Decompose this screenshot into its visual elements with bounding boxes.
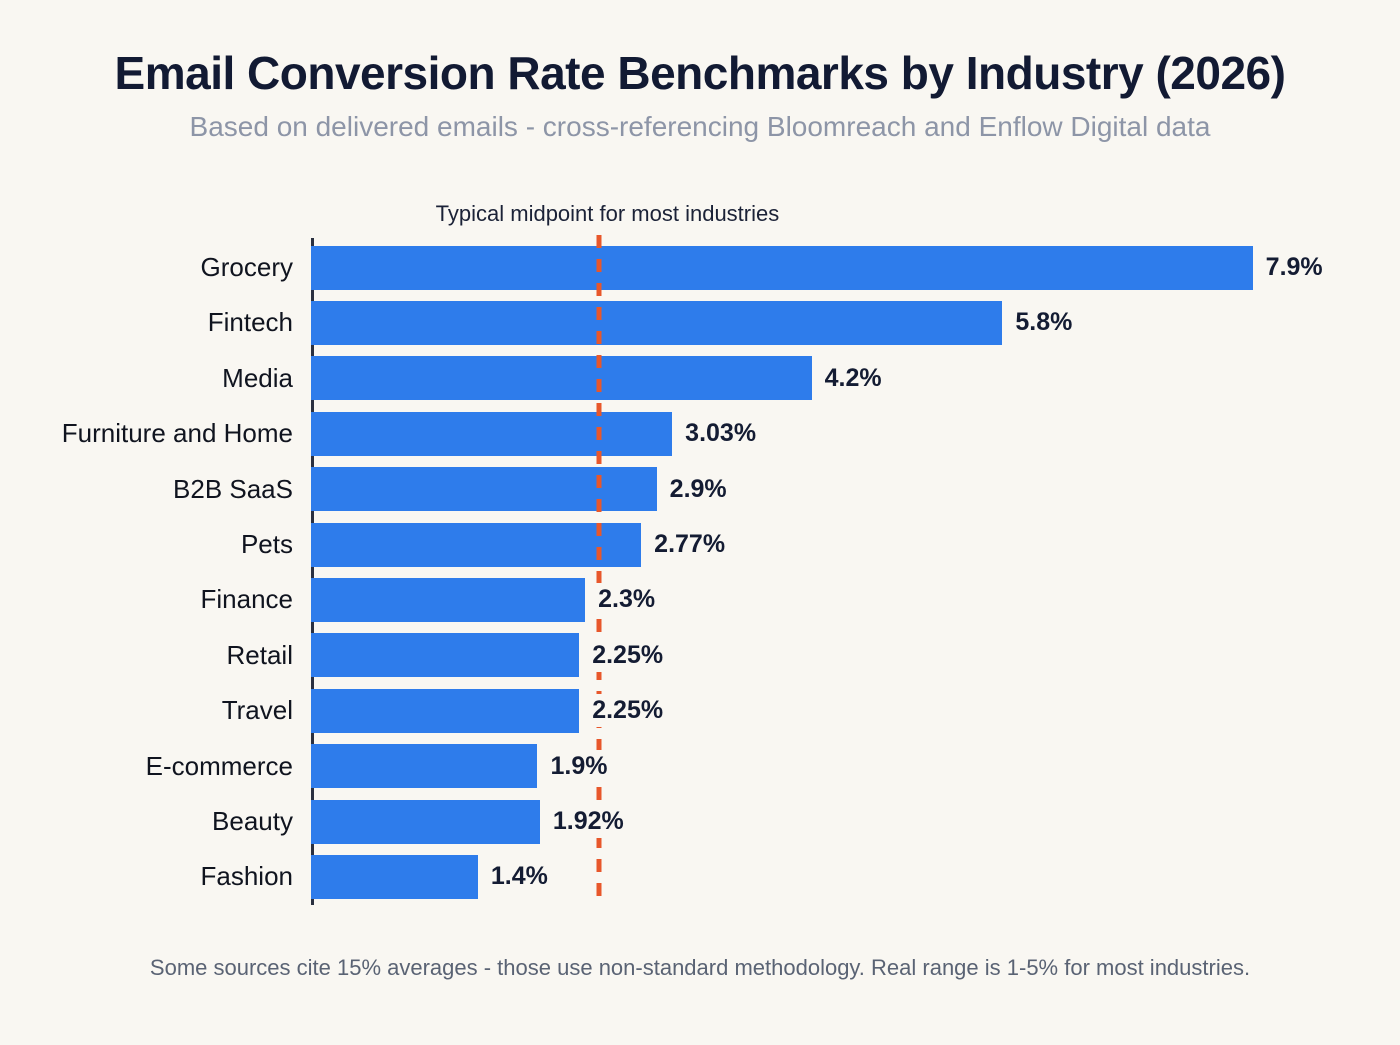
bar-row: Fintech 5.8% — [0, 300, 1400, 345]
bar — [311, 744, 538, 789]
category-label: Beauty — [212, 806, 293, 836]
chart-plot: Grocery 7.9% Fintech 5.8% Media 4.2% Fur… — [0, 234, 1400, 907]
bar-row: Pets 2.77% — [0, 522, 1400, 567]
bar-row: Furniture and Home 3.03% — [0, 411, 1400, 456]
bar-row: Media 4.2% — [0, 356, 1400, 401]
value-label: 2.25% — [589, 694, 667, 728]
value-label: 1.4% — [487, 860, 551, 894]
bar — [311, 245, 1253, 290]
category-label: Travel — [221, 695, 293, 726]
bar-row: Retail 2.25% — [0, 633, 1400, 678]
bar — [311, 799, 540, 844]
bar-area: 4.2% — [311, 356, 1400, 401]
bar — [311, 300, 1003, 345]
value-label: 1.92% — [549, 805, 627, 838]
category-label: Pets — [240, 529, 293, 560]
category-label: Retail — [226, 639, 293, 670]
value-label: 1.9% — [547, 749, 611, 783]
bar-row: E-commerce 1.9% — [0, 744, 1400, 789]
bar-area: 2.9% — [311, 467, 1400, 512]
bar-area: 2.25% — [311, 688, 1400, 733]
category-label: Finance — [200, 584, 294, 615]
value-label: 5.8% — [1012, 306, 1076, 340]
reference-line — [596, 234, 602, 907]
category-label: B2B SaaS — [173, 473, 293, 504]
bar-row: B2B SaaS 2.9% — [0, 467, 1400, 512]
category-label: Fashion — [200, 861, 294, 892]
bar — [311, 633, 580, 678]
value-label: 2.9% — [666, 472, 730, 506]
bar-area: 5.8% — [311, 300, 1400, 345]
category-label: Fintech — [207, 307, 293, 338]
bar-area: 2.3% — [311, 577, 1400, 622]
value-label: 2.77% — [651, 528, 729, 562]
bar-row: Grocery 7.9% — [0, 245, 1400, 290]
page-title: Email Conversion Rate Benchmarks by Indu… — [114, 47, 1286, 99]
bar — [311, 688, 580, 733]
bar-rows: Grocery 7.9% Fintech 5.8% Media 4.2% Fur… — [0, 245, 1400, 899]
bar — [311, 577, 586, 622]
value-label: 4.2% — [821, 361, 885, 395]
bar-area: 2.77% — [311, 522, 1400, 567]
bar-chart: Typical midpoint for most industries Gro… — [0, 200, 1400, 907]
page-subtitle: Based on delivered emails - cross-refere… — [189, 110, 1211, 142]
y-axis-line — [311, 237, 314, 905]
bar — [311, 356, 812, 401]
bar-row: Travel 2.25% — [0, 688, 1400, 733]
bar-area: 3.03% — [311, 411, 1400, 456]
footnote: Some sources cite 15% averages - those u… — [149, 954, 1251, 980]
value-label: 3.03% — [682, 417, 760, 451]
value-label: 2.25% — [589, 638, 667, 672]
value-label: 7.9% — [1262, 251, 1326, 285]
category-label: Furniture and Home — [61, 418, 293, 449]
reference-line-label: Typical midpoint for most industries — [435, 200, 780, 226]
bar — [311, 854, 478, 899]
value-label: 2.3% — [595, 583, 659, 617]
bar — [311, 522, 642, 567]
bar — [311, 467, 657, 512]
category-label: Grocery — [200, 252, 293, 283]
bar-area: 2.25% — [311, 633, 1400, 678]
bar-area: 1.9% — [311, 744, 1400, 789]
bar-row: Beauty 1.92% — [0, 799, 1400, 844]
bar-row: Fashion 1.4% — [0, 854, 1400, 899]
bar-area: 1.92% — [311, 799, 1400, 844]
bar-row: Finance 2.3% — [0, 577, 1400, 622]
category-label: E-commerce — [145, 750, 293, 781]
bar — [311, 411, 673, 456]
bar-area: 7.9% — [311, 245, 1400, 290]
bar-area: 1.4% — [311, 854, 1400, 899]
category-label: Media — [222, 362, 293, 393]
